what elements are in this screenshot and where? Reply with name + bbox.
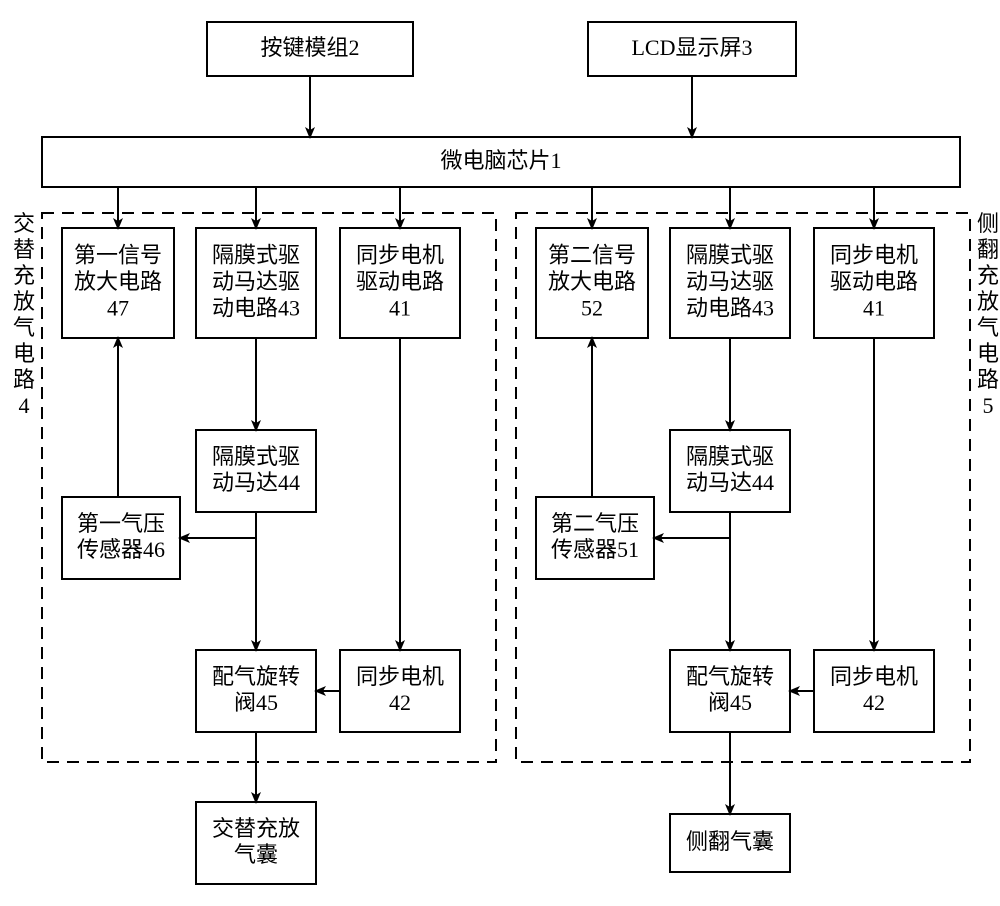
left-valve-label: 阀45 [234, 690, 278, 715]
right-sync-label: 42 [863, 690, 885, 715]
left-valve-label: 配气旋转 [212, 664, 300, 689]
diagram-canvas: 按键模组2LCD显示屏3微电脑芯片1交替充放气电路4侧翻充放气电路5第一信号放大… [0, 0, 1000, 906]
left-output-label: 气囊 [234, 842, 278, 867]
left-press-label: 第一气压 [77, 511, 165, 536]
right-valve-label: 阀45 [708, 690, 752, 715]
left-group-side-label: 交 [13, 211, 35, 236]
left-amp-label: 放大电路 [74, 269, 162, 294]
left-mdrv-label: 隔膜式驱 [212, 243, 300, 268]
left-press-label: 传感器46 [77, 537, 165, 562]
right-sdrv-label: 驱动电路 [830, 269, 918, 294]
left-group-side-label: 气 [13, 315, 35, 340]
right-amp-label: 52 [581, 295, 603, 320]
right-mdrv-label: 动马达驱 [686, 269, 774, 294]
right-group-side-label: 翻 [977, 237, 999, 262]
right-mdrv-label: 动电路43 [686, 295, 774, 320]
left-group-side-label: 替 [13, 237, 35, 262]
button-module-label: 按键模组2 [260, 35, 359, 60]
right-mdrv-label: 隔膜式驱 [686, 243, 774, 268]
left-output-label: 交替充放 [212, 816, 300, 841]
right-group-side-label: 电 [977, 341, 999, 366]
mcu-label: 微电脑芯片1 [440, 148, 561, 173]
right-group-side-label: 放 [977, 289, 999, 314]
left-group-side-label: 充 [13, 263, 35, 288]
right-sdrv-label: 同步电机 [830, 243, 918, 268]
left-mdrv-label: 动马达驱 [212, 269, 300, 294]
right-output-label: 侧翻气囊 [686, 829, 774, 854]
right-group-side-label: 5 [983, 393, 994, 418]
right-amp-label: 第二信号 [548, 243, 636, 268]
left-motor-label: 隔膜式驱 [212, 444, 300, 469]
left-sdrv-label: 驱动电路 [356, 269, 444, 294]
left-amp-label: 47 [107, 295, 129, 320]
left-sdrv-label: 同步电机 [356, 243, 444, 268]
left-group-side-label: 放 [13, 289, 35, 314]
right-group-side-label: 充 [977, 263, 999, 288]
right-group-side-label: 侧 [977, 211, 999, 236]
left-group-side-label: 4 [19, 393, 30, 418]
right-group-side-label: 路 [977, 367, 999, 392]
left-group-side-label: 路 [13, 367, 35, 392]
right-valve-label: 配气旋转 [686, 664, 774, 689]
right-motor-label: 隔膜式驱 [686, 444, 774, 469]
left-amp-label: 第一信号 [74, 243, 162, 268]
right-sync-label: 同步电机 [830, 664, 918, 689]
left-sdrv-label: 41 [389, 295, 411, 320]
lcd-label: LCD显示屏3 [631, 35, 752, 60]
right-motor-label: 动马达44 [686, 470, 774, 495]
right-group-side-label: 气 [977, 315, 999, 340]
right-amp-label: 放大电路 [548, 269, 636, 294]
right-press-label: 传感器51 [551, 537, 639, 562]
left-sync-label: 同步电机 [356, 664, 444, 689]
right-sdrv-label: 41 [863, 295, 885, 320]
left-mdrv-label: 动电路43 [212, 295, 300, 320]
right-press-label: 第二气压 [551, 511, 639, 536]
left-group-side-label: 电 [13, 341, 35, 366]
left-sync-label: 42 [389, 690, 411, 715]
left-motor-label: 动马达44 [212, 470, 300, 495]
